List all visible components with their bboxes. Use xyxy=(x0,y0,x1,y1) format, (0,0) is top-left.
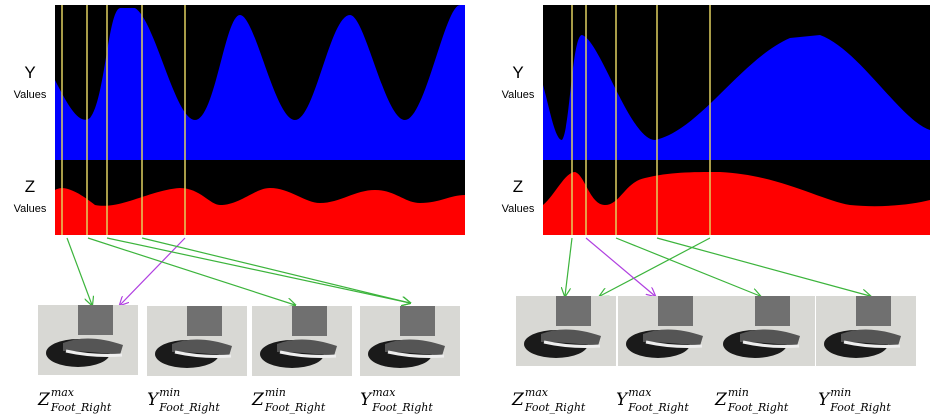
label-sub: Foot_Right xyxy=(829,401,891,414)
photo-label: Ymin Foot_Right xyxy=(147,386,220,414)
label-sup: min xyxy=(830,386,851,399)
label-base: Z xyxy=(511,390,525,410)
label-sup: max xyxy=(372,386,396,399)
label-base: Y xyxy=(818,390,831,410)
z-label: Z xyxy=(513,177,523,196)
z-label: Z xyxy=(25,177,35,196)
photo-label: Zmin Foot_Right xyxy=(714,386,789,414)
label-sup: max xyxy=(628,386,652,399)
label-sup: min xyxy=(265,386,286,399)
photo-label: Ymax Foot_Right xyxy=(616,386,689,414)
label-base: Z xyxy=(37,390,51,410)
label-sup: max xyxy=(51,386,75,399)
label-base: Y xyxy=(616,390,629,410)
figure: Y Values Z Values Y Values Z Values Zmax… xyxy=(0,0,931,418)
label-base: Y xyxy=(360,390,373,410)
y-label: Y xyxy=(24,63,35,82)
label-base: Y xyxy=(147,390,160,410)
label-sub: Foot_Right xyxy=(158,401,220,414)
y-unit: Values xyxy=(502,89,535,101)
signal-panel-left xyxy=(55,5,465,235)
photo-label: Zmax Foot_Right xyxy=(37,386,112,414)
photo-label: Ymax Foot_Right xyxy=(360,386,433,414)
z-unit: Values xyxy=(502,203,535,215)
photo-label: Zmax Foot_Right xyxy=(511,386,586,414)
label-sub: Foot_Right xyxy=(627,401,689,414)
label-sup: max xyxy=(525,386,549,399)
label-base: Z xyxy=(251,390,265,410)
z-unit: Values xyxy=(14,203,47,215)
label-sub: Foot_Right xyxy=(727,401,789,414)
label-sub: Foot_Right xyxy=(371,401,433,414)
label-base: Z xyxy=(714,390,728,410)
photos xyxy=(38,296,916,376)
y-label: Y xyxy=(512,63,523,82)
photo-label: Ymin Foot_Right xyxy=(818,386,891,414)
arrows xyxy=(67,238,870,305)
photo-label: Zmin Foot_Right xyxy=(251,386,326,414)
label-sup: min xyxy=(728,386,749,399)
label-sup: min xyxy=(159,386,180,399)
y-unit: Values xyxy=(14,89,47,101)
label-sub: Foot_Right xyxy=(50,401,112,414)
signal-panel-right xyxy=(543,5,930,235)
label-sub: Foot_Right xyxy=(264,401,326,414)
label-sub: Foot_Right xyxy=(524,401,586,414)
